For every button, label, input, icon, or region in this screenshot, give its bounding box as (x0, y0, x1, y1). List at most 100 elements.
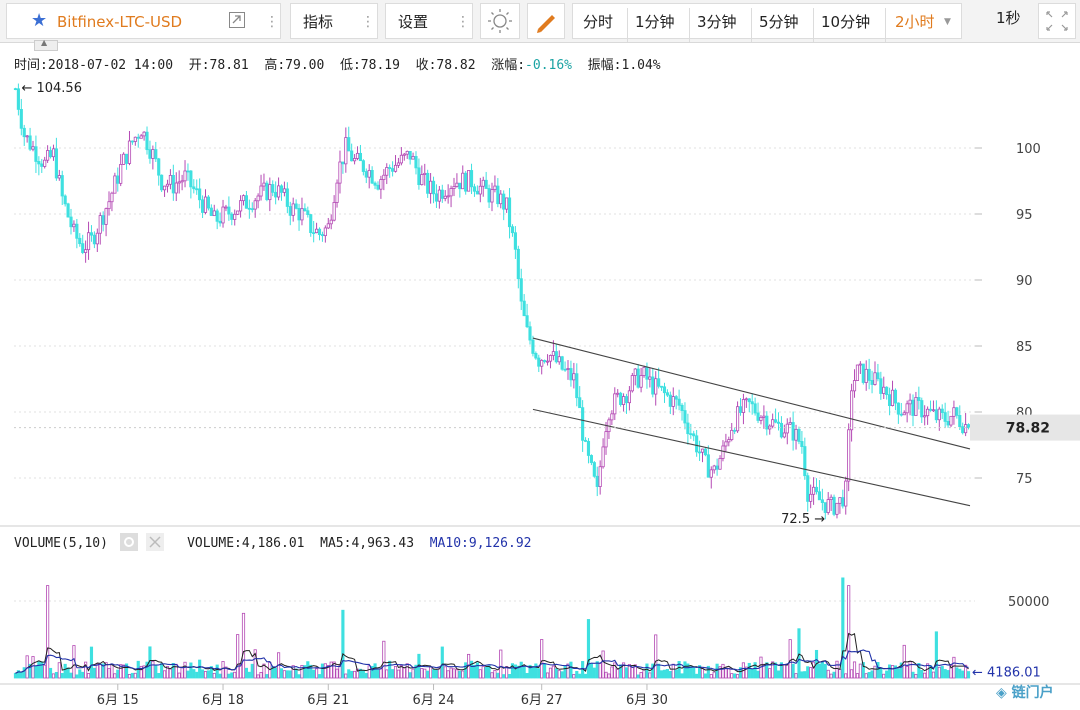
candle-body (516, 248, 520, 280)
candle-body (648, 376, 652, 380)
volume-bar (312, 669, 316, 679)
interval-tab-4[interactable]: 10分钟 (821, 13, 871, 31)
indicators-menu-icon[interactable]: ⋮ (361, 14, 375, 30)
candle-body (841, 497, 845, 507)
volume-bar (645, 663, 649, 679)
amplitude-value: 1.04% (621, 58, 661, 73)
candle-body (610, 413, 614, 421)
divider (689, 8, 690, 42)
symbol-box[interactable]: ★ Bitfinex-LTC-USD ⋮ (6, 3, 281, 39)
interval-tab-2[interactable]: 3分钟 (697, 13, 737, 31)
interval-tab-active[interactable]: 2小时 (895, 13, 935, 31)
symbol-menu-icon[interactable]: ⋮ (265, 14, 279, 30)
ma10-value: 9,126.92 (468, 536, 532, 551)
trend-channel (532, 337, 971, 507)
volume-bar (870, 670, 874, 679)
indicators-label: 指标 (303, 13, 334, 31)
candle-body (952, 407, 956, 417)
volume-bar (551, 665, 555, 679)
ohlc-info: 时间:2018-07-02 14:00 开:78.81 高:79.00 低:78… (14, 54, 661, 73)
interval-tab-1[interactable]: 1分钟 (635, 13, 675, 31)
drawing-tool-button[interactable] (527, 3, 565, 39)
fullscreen-button[interactable] (1038, 3, 1076, 39)
volume-bar (458, 670, 462, 679)
watermark-logo: ◈ 链门户 (996, 685, 1054, 701)
candle-body (478, 185, 482, 195)
volume-bar (130, 672, 134, 679)
volume-bar (200, 669, 205, 679)
volume-bar (639, 672, 643, 679)
candle-body (303, 208, 307, 212)
tick-label: 95 (1016, 208, 1033, 223)
volume-bar (621, 662, 626, 679)
candle-body (540, 359, 544, 367)
indicators-button[interactable]: 指标 ⋮ (290, 3, 378, 39)
star-icon[interactable]: ★ (31, 10, 48, 31)
candle-body (227, 206, 231, 215)
candle-body (221, 206, 225, 224)
volume-bar (151, 660, 155, 679)
volume-bar (411, 668, 415, 679)
volume-bar (209, 666, 213, 679)
chevron-down-icon[interactable]: ▼ (944, 17, 951, 27)
candle-body (621, 396, 626, 405)
settings-button[interactable]: 设置 ⋮ (385, 3, 473, 39)
volume-bar (28, 663, 32, 679)
candle-body (259, 185, 263, 197)
amplitude-label: 振幅: (587, 58, 622, 73)
collapse-toolbar-button[interactable]: ▲ (34, 38, 58, 51)
volume-bar (797, 628, 801, 679)
volume-bar (727, 667, 731, 679)
volume-bar (367, 665, 371, 679)
open-label: 开: (188, 58, 210, 73)
volume-bar (607, 673, 611, 679)
volume-bar (765, 662, 769, 679)
candle-body (37, 161, 41, 165)
settings-menu-icon[interactable]: ⋮ (456, 14, 470, 30)
volume-bar (127, 674, 132, 679)
volume-bar (119, 664, 123, 679)
min-price-annotation: 72.5 → (781, 512, 825, 527)
candle-body (624, 396, 629, 404)
candle-body (72, 223, 76, 228)
refresh-rate[interactable]: 1秒 (996, 9, 1021, 27)
volume-bar (247, 671, 251, 679)
candle-body (402, 153, 406, 156)
theme-toggle-button[interactable] (480, 3, 520, 39)
candle-body (914, 397, 918, 416)
external-link-icon[interactable] (229, 12, 245, 28)
candle-body (525, 315, 529, 328)
gear-icon[interactable] (119, 533, 138, 551)
interval-tab-0[interactable]: 分时 (583, 13, 614, 31)
candle-body (905, 403, 909, 414)
volume-bar (309, 664, 313, 679)
sun-icon (488, 9, 512, 33)
candle-body (312, 232, 316, 235)
volume-bar (835, 660, 839, 679)
volume-bar (890, 665, 895, 679)
volume-bar (750, 668, 754, 679)
candle-body (315, 228, 319, 234)
volume-bar (616, 668, 620, 679)
candle-body (718, 458, 722, 470)
time-tick-label: 6月 30 (626, 693, 668, 708)
interval-tab-3[interactable]: 5分钟 (759, 13, 799, 31)
candle-body (736, 406, 740, 432)
toolbar: ★ Bitfinex-LTC-USD ⋮ 指标 ⋮ 设置 ⋮ (0, 0, 1080, 51)
volume-tick-label: 50000 (1008, 595, 1049, 610)
candle-body (955, 407, 959, 416)
volume-bar (402, 667, 406, 679)
volume-bar (426, 670, 430, 679)
volume-bar (373, 663, 377, 679)
candle-body (507, 197, 512, 228)
candle-body (744, 398, 748, 401)
candle-body (589, 455, 593, 463)
candle-body (376, 184, 380, 190)
candle-body (288, 206, 292, 216)
candle-body (633, 368, 637, 376)
volume-bar (832, 671, 836, 679)
candle-body (703, 448, 707, 456)
close-icon[interactable] (145, 533, 164, 551)
candle-body (832, 496, 836, 515)
